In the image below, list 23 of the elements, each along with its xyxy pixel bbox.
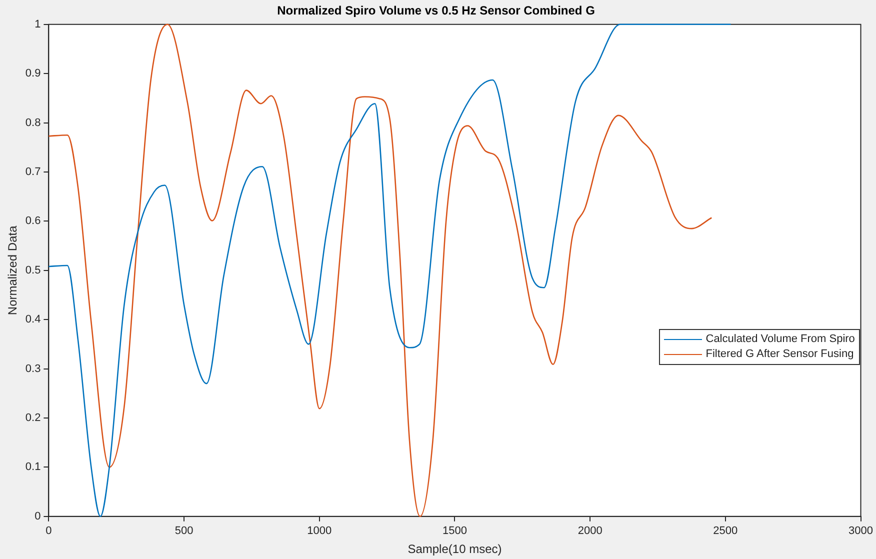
y-axis-title: Normalized Data — [6, 225, 20, 316]
y-tick-label: 0.3 — [25, 362, 41, 375]
legend-label: Filtered G After Sensor Fusing — [706, 347, 854, 362]
x-axis-title: Sample(10 msec) — [408, 542, 502, 556]
y-tick-label: 0.4 — [25, 314, 41, 326]
y-tick-label: 0.1 — [25, 461, 41, 474]
y-tick-label: 0.6 — [25, 215, 41, 228]
x-tick-label: 3000 — [848, 525, 874, 538]
x-tick-label: 2000 — [578, 525, 602, 538]
x-tick-label: 1000 — [307, 525, 332, 538]
chart-title: Normalized Spiro Volume vs 0.5 Hz Sensor Combined G — [277, 4, 595, 18]
legend-label: Calculated Volume From Spiro — [706, 332, 855, 348]
y-tick-label: 0.8 — [25, 116, 41, 129]
y-tick-label: 0.2 — [25, 412, 41, 424]
x-tick-label: 500 — [174, 525, 194, 538]
y-tick-label: 0.9 — [25, 68, 41, 80]
x-tick-label: 1500 — [442, 525, 467, 538]
y-tick-label: 0 — [34, 510, 41, 522]
y-tick-label: 0.5 — [25, 264, 41, 276]
x-tick-label: 0 — [46, 525, 52, 538]
y-tick-label: 1 — [34, 18, 41, 30]
y-tick-label: 0.7 — [25, 166, 41, 178]
x-tick-label: 2500 — [713, 525, 738, 538]
